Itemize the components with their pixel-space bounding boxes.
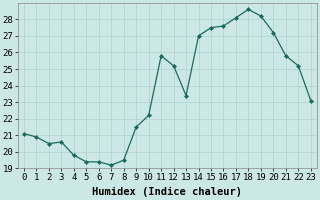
X-axis label: Humidex (Indice chaleur): Humidex (Indice chaleur) bbox=[92, 187, 242, 197]
